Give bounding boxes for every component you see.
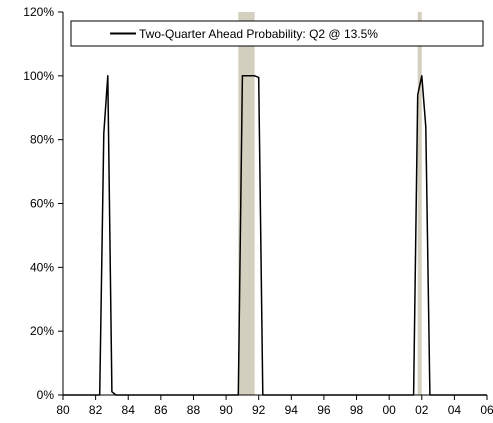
x-tick-label-13: 06 — [480, 403, 493, 417]
series-line-0 — [63, 75, 487, 396]
x-tick-label-4: 88 — [187, 403, 201, 417]
y-tick-label-2: 40% — [30, 260, 54, 274]
x-tick-label-7: 94 — [285, 403, 299, 417]
y-axis-ticks: 0% 20% 40% 60% 80% 100% 120% — [23, 5, 63, 402]
x-tick-label-8: 96 — [317, 403, 331, 417]
x-axis-ticks: 80 82 84 86 88 90 92 94 96 98 00 02 04 06 — [56, 395, 493, 417]
x-tick-label-9: 98 — [350, 403, 364, 417]
x-tick-label-3: 86 — [154, 403, 168, 417]
x-tick-label-5: 90 — [219, 403, 233, 417]
y-tick-label-6: 120% — [23, 5, 54, 19]
x-tick-label-2: 84 — [122, 403, 136, 417]
series-group — [63, 75, 487, 396]
x-tick-label-6: 92 — [252, 403, 266, 417]
y-tick-label-3: 60% — [30, 197, 54, 211]
y-tick-label-0: 0% — [37, 388, 55, 402]
x-tick-label-11: 02 — [415, 403, 429, 417]
legend-label: Two-Quarter Ahead Probability: Q2 @ 13.5… — [139, 27, 378, 41]
y-tick-label-5: 100% — [23, 69, 54, 83]
x-tick-label-0: 80 — [56, 403, 70, 417]
recession-shading-group — [238, 12, 422, 395]
y-tick-label-1: 20% — [30, 324, 54, 338]
x-tick-label-10: 00 — [382, 403, 396, 417]
x-tick-label-12: 04 — [448, 403, 462, 417]
x-tick-label-1: 82 — [89, 403, 103, 417]
legend: Two-Quarter Ahead Probability: Q2 @ 13.5… — [70, 20, 484, 47]
recession-shade-1 — [417, 12, 422, 395]
legend-box — [70, 20, 484, 47]
y-tick-label-4: 80% — [30, 133, 54, 147]
